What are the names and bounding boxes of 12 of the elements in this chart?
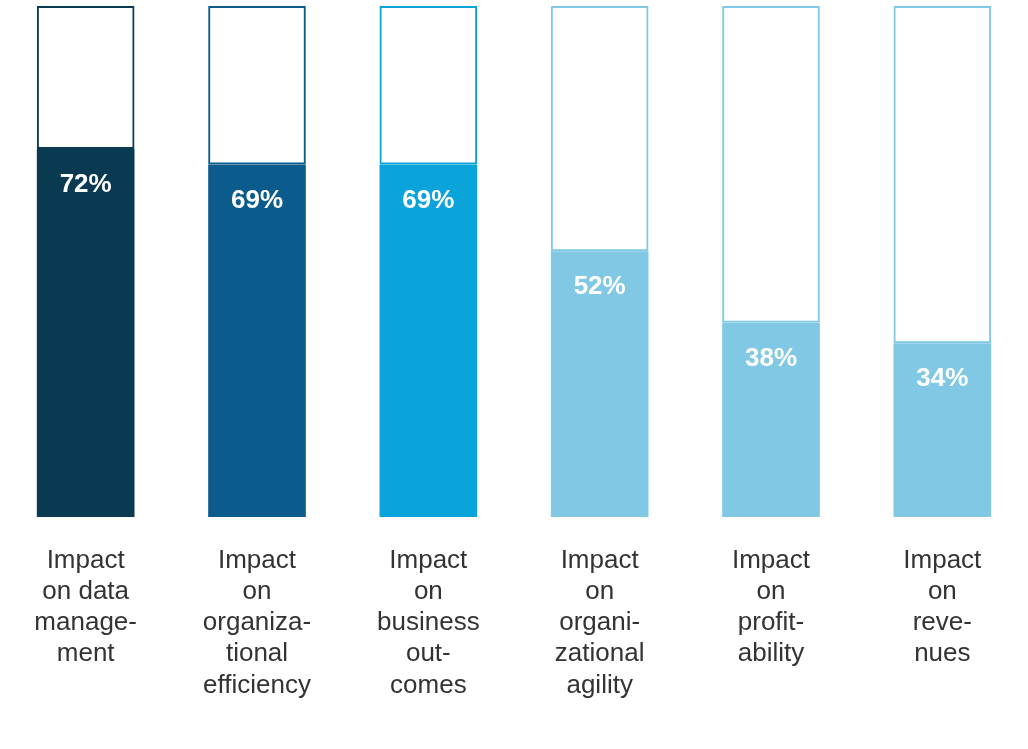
x-tick-label: Impact on data manage- ment bbox=[34, 543, 137, 668]
data-label: 38% bbox=[744, 341, 798, 372]
x-tick-label: Impact on profit- ability bbox=[731, 543, 811, 668]
data-label: 69% bbox=[230, 183, 284, 214]
x-tick-label: Impact on business out- comes bbox=[377, 543, 480, 699]
x-tick-label: Impact on organiza- tional efficiency bbox=[202, 543, 312, 699]
data-label: 52% bbox=[573, 270, 626, 301]
data-label: 72% bbox=[59, 168, 112, 199]
x-tick-label: Impact on reve- nues bbox=[903, 543, 983, 668]
x-tick-label: Impact on organi- zational agility bbox=[554, 543, 645, 699]
data-label: 34% bbox=[916, 362, 969, 393]
data-label: 69% bbox=[402, 183, 455, 214]
